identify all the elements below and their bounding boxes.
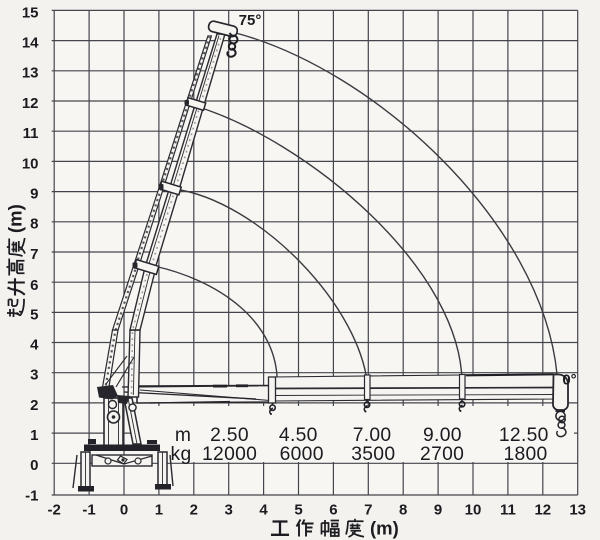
svg-text:1800: 1800 <box>503 444 547 465</box>
svg-text:-1: -1 <box>82 501 95 518</box>
svg-text:0: 0 <box>120 501 128 518</box>
svg-text:6000: 6000 <box>280 444 324 465</box>
svg-text:13: 13 <box>22 65 39 82</box>
svg-text:2: 2 <box>30 397 38 414</box>
svg-text:11: 11 <box>23 125 39 142</box>
svg-text:10: 10 <box>465 501 482 518</box>
svg-text:10: 10 <box>22 155 39 172</box>
svg-text:8: 8 <box>30 216 38 233</box>
svg-text:1: 1 <box>155 501 163 518</box>
svg-text:1: 1 <box>30 427 38 444</box>
svg-text:9: 9 <box>434 501 442 518</box>
svg-text:-2: -2 <box>48 501 61 518</box>
svg-text:0: 0 <box>30 457 38 474</box>
svg-text:15: 15 <box>22 4 39 21</box>
svg-text:6: 6 <box>30 277 38 294</box>
svg-text:4: 4 <box>30 336 39 353</box>
svg-text:-1: -1 <box>25 487 38 504</box>
svg-text:0°: 0° <box>562 372 576 389</box>
svg-text:9: 9 <box>30 186 38 203</box>
svg-text:13: 13 <box>569 501 586 518</box>
svg-text:12: 12 <box>22 95 39 112</box>
svg-text:4.50: 4.50 <box>279 425 318 446</box>
svg-text:2.50: 2.50 <box>210 425 249 446</box>
svg-text:9.00: 9.00 <box>423 425 462 446</box>
svg-text:kg: kg <box>171 444 192 465</box>
svg-text:14: 14 <box>22 35 39 52</box>
svg-text:2: 2 <box>190 501 198 518</box>
svg-text:8: 8 <box>399 501 407 518</box>
svg-text:5: 5 <box>294 501 302 518</box>
svg-text:12000: 12000 <box>202 444 257 465</box>
svg-text:5: 5 <box>30 306 38 323</box>
svg-text:7: 7 <box>364 501 372 518</box>
svg-text:(m): (m) <box>5 204 26 233</box>
svg-text:7.00: 7.00 <box>353 425 392 446</box>
svg-text:75°: 75° <box>239 12 262 29</box>
svg-text:7: 7 <box>30 246 38 263</box>
svg-text:(m): (m) <box>370 518 399 539</box>
svg-text:m: m <box>175 425 191 446</box>
svg-text:12: 12 <box>534 501 551 518</box>
svg-text:12.50: 12.50 <box>499 425 549 446</box>
svg-text:6: 6 <box>329 501 337 518</box>
svg-text:3500: 3500 <box>351 444 395 465</box>
svg-text:2700: 2700 <box>420 444 464 465</box>
svg-text:11: 11 <box>500 501 516 518</box>
svg-text:4: 4 <box>259 501 268 518</box>
svg-text:3: 3 <box>225 501 233 518</box>
svg-text:3: 3 <box>30 367 38 384</box>
